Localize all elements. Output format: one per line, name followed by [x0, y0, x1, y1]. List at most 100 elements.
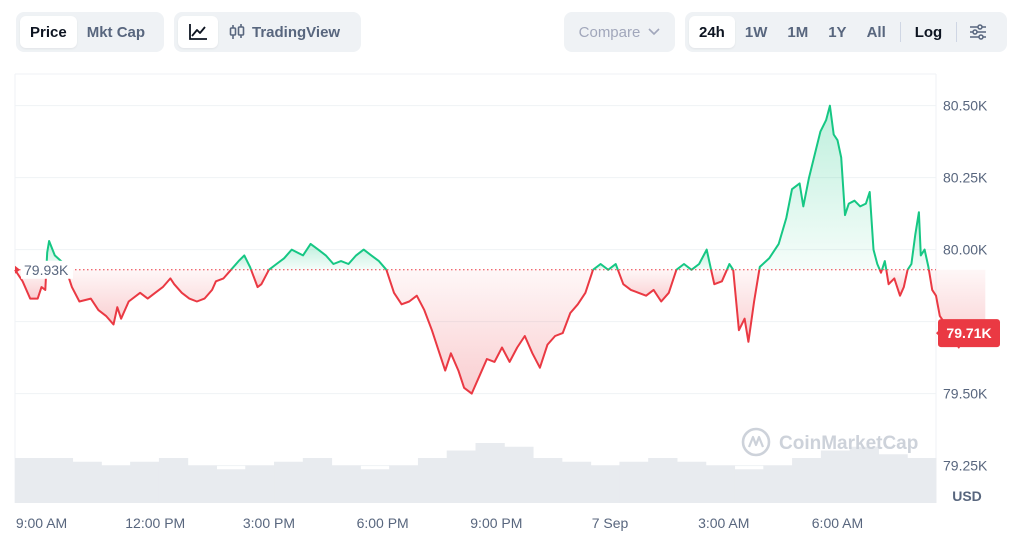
volume-bar — [792, 458, 822, 503]
chart-style-tabs: TradingView — [174, 12, 361, 52]
volume-bar — [302, 458, 333, 503]
volume-bar — [705, 465, 736, 503]
price-line-down — [250, 269, 270, 289]
volume-bar — [130, 461, 160, 503]
volume-bar — [676, 461, 707, 503]
y-tick-label: 79.50K — [943, 386, 988, 402]
price-line-up — [725, 263, 735, 271]
price-line-up — [906, 211, 930, 271]
baseline-label: 79.93K — [24, 262, 69, 278]
area-below-baseline — [711, 269, 727, 285]
range-24h[interactable]: 24h — [689, 16, 735, 48]
volume-bar — [820, 450, 851, 503]
x-tick-label: 12:00 PM — [125, 515, 185, 531]
volume-bar — [734, 469, 764, 503]
volume-bar — [187, 465, 217, 503]
price-line-down — [885, 269, 909, 297]
currency-label: USD — [952, 488, 982, 504]
volume-bar — [245, 465, 275, 503]
area-above-baseline — [268, 243, 387, 270]
area-below-baseline — [617, 269, 677, 302]
tab-price[interactable]: Price — [20, 16, 77, 48]
x-tick-label: 7 Sep — [592, 515, 629, 531]
price-line-up — [230, 254, 253, 271]
volume-bar — [533, 458, 563, 503]
volume-bar — [504, 446, 534, 503]
y-tick-label: 80.25K — [943, 170, 988, 186]
volume-bar — [475, 443, 505, 503]
range-1y[interactable]: 1Y — [828, 23, 847, 41]
volume-bar — [15, 458, 45, 503]
tradingview-button[interactable]: TradingView — [218, 16, 350, 48]
x-tick-label: 6:00 PM — [357, 515, 409, 531]
chart-toolbar: Price Mkt Cap TradingView Compare 24h 1W… — [0, 12, 1025, 52]
price-line-down — [732, 269, 761, 343]
chart-settings-button[interactable] — [961, 16, 995, 48]
price-line-down — [65, 269, 232, 326]
price-line-up — [675, 248, 713, 271]
volume-bar — [274, 461, 304, 503]
range-all[interactable]: All — [866, 23, 886, 41]
volume-bar — [878, 454, 908, 503]
x-tick-label: 3:00 AM — [698, 515, 749, 531]
baseline-label-bg — [21, 260, 73, 279]
volume-bar — [648, 458, 678, 503]
x-tick-label: 9:00 PM — [470, 515, 522, 531]
y-tick-label: 79.25K — [943, 458, 988, 474]
current-price-badge — [938, 319, 1000, 348]
area-above-baseline — [759, 105, 880, 270]
volume-bar — [158, 458, 189, 503]
area-above-baseline — [676, 249, 712, 270]
log-scale-toggle[interactable]: Log — [914, 23, 943, 41]
volume-bars — [15, 443, 937, 503]
price-line-up — [881, 260, 888, 271]
price-line-down — [878, 269, 883, 274]
volume-bar — [417, 458, 448, 503]
price-line-down — [385, 269, 594, 395]
x-tick-label: 3:00 PM — [243, 515, 295, 531]
y-axis: 80.50K 80.25K 80.00K 79.50K 79.25K — [943, 98, 988, 474]
volume-bar — [72, 461, 102, 503]
volume-bar — [446, 450, 476, 503]
volume-bar — [849, 446, 879, 503]
y-tick-label: 80.50K — [943, 98, 988, 114]
range-1w[interactable]: 1W — [744, 23, 768, 41]
coinmarketcap-logo-icon — [741, 427, 771, 457]
x-tick-label: 9:00 AM — [16, 515, 67, 531]
candlestick-icon — [228, 23, 246, 41]
price-line-down — [710, 269, 728, 286]
area-below-baseline — [251, 269, 269, 288]
divider — [956, 22, 958, 42]
price-line-up — [758, 104, 881, 271]
area-below-baseline — [733, 269, 760, 342]
line-chart-icon — [188, 23, 208, 41]
range-1m[interactable]: 1M — [787, 23, 809, 41]
coinmarketcap-watermark: CoinMarketCap — [741, 427, 918, 457]
chevron-down-icon — [648, 28, 660, 36]
current-price-label: 79.71K — [946, 325, 991, 341]
line-chart-button[interactable] — [178, 16, 218, 48]
time-range-tabs: 24h 1W 1M 1Y All Log — [685, 12, 1007, 52]
price-line-up — [268, 242, 388, 271]
volume-bar — [590, 465, 620, 503]
divider — [899, 22, 901, 42]
volume-bar — [389, 465, 419, 503]
compare-button[interactable]: Compare — [569, 16, 671, 48]
x-axis: 9:00 AM 12:00 PM 3:00 PM 6:00 PM 9:00 PM 7 Se… — [16, 515, 863, 531]
tradingview-label: TradingView — [252, 23, 341, 41]
compare-label: Compare — [578, 23, 641, 41]
price-line-down — [14, 269, 48, 300]
compare-dropdown[interactable]: Compare — [564, 12, 675, 52]
x-tick-label: 6:00 AM — [812, 515, 863, 531]
y-tick-label: 80.00K — [943, 242, 988, 258]
baseline-line: 79.93K 79.71K — [15, 260, 1000, 348]
chart-type-tabs: Price Mkt Cap — [16, 12, 164, 52]
watermark-text: CoinMarketCap — [779, 433, 918, 454]
tab-mkt-cap[interactable]: Mkt Cap — [86, 23, 146, 41]
volume-bar — [907, 458, 937, 503]
baseline-marker-icon — [15, 265, 20, 274]
volume-bar — [331, 465, 361, 503]
volume-bar — [216, 469, 246, 503]
volume-bar — [43, 458, 74, 503]
